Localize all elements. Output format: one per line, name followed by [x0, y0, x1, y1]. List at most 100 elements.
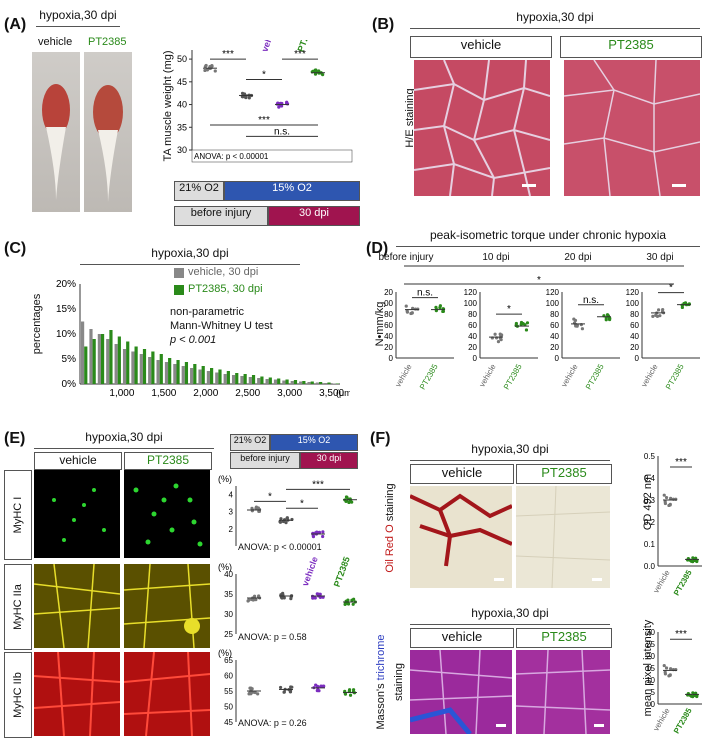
- d-ytick-label: 80: [468, 310, 477, 319]
- f-mpi-point-vehicle: [669, 667, 673, 671]
- d-point-pt: [524, 328, 529, 332]
- d-group-2: 20 dpi: [564, 252, 592, 263]
- e-point: [284, 521, 288, 525]
- e-pct-label: (%): [218, 474, 232, 484]
- c-bar-vehicle: [97, 334, 101, 384]
- d-ytick-label: 60: [550, 321, 559, 330]
- d-ytick-label: 0: [635, 354, 640, 363]
- e-point: [313, 596, 317, 600]
- c-xtick-label: 1,000: [109, 388, 134, 399]
- d-point-vehicle: [493, 332, 497, 336]
- c-bar-vehicle: [231, 375, 236, 384]
- c-bar-pt: [109, 330, 113, 384]
- f-pt-label-1: PT2385: [516, 464, 612, 484]
- c-xunit: (μm²): [336, 388, 350, 398]
- masson-pt-image: [515, 649, 611, 735]
- e-point: [278, 685, 283, 690]
- d-chart: **020406080100120n.s.vehiclePT2385020406…: [384, 262, 700, 391]
- e-ytick-label: 30: [224, 610, 233, 619]
- e-row1-label-box: MyHC I: [4, 470, 32, 560]
- panel-label-e: (E): [4, 430, 26, 447]
- e-30dpi-box: 30 dpi: [300, 452, 358, 469]
- e-pt-label: PT2385: [124, 452, 212, 470]
- c-bar-pt: [260, 376, 264, 384]
- f-oil-staining-label: staining: [384, 483, 396, 522]
- c-bar-vehicle: [290, 381, 294, 384]
- myhc2b-vehicle-image: [33, 651, 121, 737]
- c-bar-vehicle: [248, 377, 252, 384]
- f-od-ytick-label: 0.4: [644, 474, 656, 483]
- oil-red-vehicle-image: [409, 486, 513, 588]
- b-vehicle-label: vehicle: [410, 36, 552, 58]
- e-before-box: before injury: [230, 452, 300, 469]
- e-point: [256, 506, 260, 510]
- c-bar-pt: [268, 377, 272, 384]
- a-ytick-label: 40: [177, 100, 187, 110]
- d-x-vehicle: vehicle: [559, 362, 580, 389]
- panel-label-a: (A): [4, 16, 27, 33]
- a-sig-label: *: [262, 70, 266, 81]
- e-sig-label: ***: [312, 479, 324, 490]
- a-sig-label: ***: [222, 49, 234, 60]
- e-o15-box: 15% O2: [270, 434, 358, 451]
- d-point-vehicle: [658, 314, 662, 318]
- myhc1-vehicle-image: [34, 470, 120, 558]
- d-point-pt: [514, 321, 518, 326]
- d-ytick-label: 40: [630, 332, 639, 341]
- e-ytick-label: 40: [224, 570, 233, 579]
- e-o21-box: 21% O2: [230, 434, 270, 451]
- e-point: [285, 516, 289, 520]
- f-od-ytick-label: 0.3: [644, 496, 656, 505]
- c-bar-vehicle: [265, 379, 269, 384]
- d-point-pt: [441, 309, 445, 314]
- c-bar-pt: [142, 349, 147, 384]
- a-ytick-label: 35: [177, 122, 187, 132]
- muscle-pt-image: [93, 85, 123, 202]
- f-mpi-point-pt: [691, 695, 695, 699]
- d-x-vehicle: vehicle: [477, 362, 498, 389]
- e-row1-label: MyHC I: [12, 496, 24, 534]
- d-x-vehicle: vehicle: [639, 362, 660, 389]
- e-point: [348, 693, 353, 697]
- e-ytick-label: 65: [224, 656, 233, 665]
- d-ytick-label: 100: [464, 299, 478, 308]
- c-bar-vehicle: [156, 360, 160, 384]
- c-bar-pt: [243, 374, 247, 384]
- a-before-box: before injury: [174, 206, 268, 226]
- panel-label-b: (B): [372, 16, 395, 33]
- d-x-pt: PT2385: [664, 362, 686, 391]
- f-od-ytick-label: 0.1: [644, 540, 656, 549]
- c-bar-pt: [92, 339, 96, 384]
- c-bar-pt: [151, 351, 155, 384]
- d-point-pt: [604, 318, 608, 322]
- e-point: [257, 509, 261, 513]
- d-point-vehicle: [496, 340, 501, 344]
- c-bar-vehicle: [81, 321, 85, 384]
- d-ytick-label: 0: [555, 354, 560, 363]
- d-ytick-label: 60: [630, 321, 639, 330]
- e-point: [350, 598, 354, 602]
- f-od-ytick-label: 0.0: [644, 562, 656, 571]
- e-point: [282, 690, 286, 694]
- c-ytick-label: 10%: [56, 329, 76, 340]
- e-pct-label: (%): [218, 562, 232, 572]
- d-ytick-label: 20: [468, 343, 477, 352]
- e-point: [246, 599, 250, 603]
- d-ytick-label: 120: [546, 288, 560, 297]
- d-ytick-label: 80: [630, 310, 639, 319]
- e-point: [254, 598, 258, 602]
- e-sig-label: *: [300, 498, 304, 509]
- c-bar-vehicle: [164, 362, 169, 384]
- d-sig-top: *: [542, 262, 546, 268]
- e-anova-2: ANOVA: p = 0.58: [238, 632, 307, 642]
- c-bar-pt: [159, 354, 163, 384]
- c-bar-pt: [168, 358, 172, 384]
- f-masson-side: Masson's trichrome staining: [366, 632, 405, 732]
- a-pt-label: PT2385: [88, 36, 127, 48]
- e-point: [321, 684, 325, 689]
- d-point-vehicle: [661, 307, 665, 312]
- f-mpi-point-vehicle: [664, 666, 669, 670]
- e-ytick-label: 3: [229, 508, 234, 517]
- e-point: [346, 602, 351, 606]
- f-od-point-vehicle: [662, 493, 666, 497]
